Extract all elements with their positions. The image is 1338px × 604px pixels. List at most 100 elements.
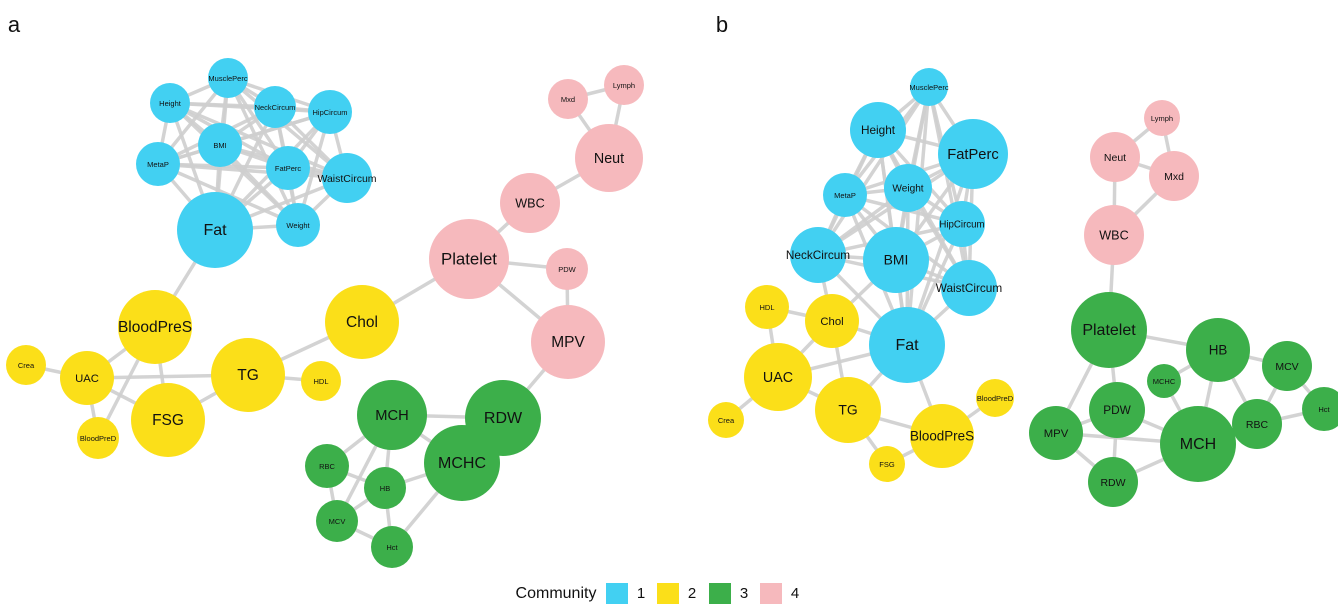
node-label: Height (861, 123, 896, 137)
node-label: Crea (18, 361, 35, 370)
node (364, 467, 406, 509)
node (77, 417, 119, 459)
node (305, 444, 349, 488)
legend-label: 3 (740, 585, 748, 602)
node-label: HDL (759, 303, 774, 312)
legend-label: 4 (791, 585, 799, 602)
node (208, 58, 248, 98)
node-label: UAC (763, 370, 793, 386)
node-label: Height (159, 99, 182, 108)
node (1302, 387, 1338, 431)
node (869, 307, 945, 383)
node (301, 361, 341, 401)
node (941, 260, 997, 316)
node-label: HDL (313, 377, 328, 386)
node (1186, 318, 1250, 382)
node-label: HipCircum (312, 108, 347, 117)
node-label: BloodPreD (977, 394, 1014, 403)
node-label: Crea (718, 416, 735, 425)
node-label: HB (1209, 343, 1228, 358)
node (869, 446, 905, 482)
node (744, 343, 812, 411)
node-label: Neut (594, 151, 624, 167)
node (938, 119, 1008, 189)
node (6, 345, 46, 385)
panel-label: b (716, 12, 728, 37)
node-label: RDW (1100, 477, 1125, 489)
legend-swatch (760, 583, 782, 604)
node (357, 380, 427, 450)
node-label: UAC (75, 373, 99, 385)
node-label: MusclePerc (208, 74, 247, 83)
node (939, 201, 985, 247)
node (118, 290, 192, 364)
node (424, 425, 500, 501)
node (322, 153, 372, 203)
node-label: WBC (515, 196, 544, 210)
node-label: BloodPreD (80, 434, 117, 443)
node-label: Fat (895, 337, 919, 354)
node-label: MCHC (438, 455, 486, 472)
panel-label: a (8, 12, 21, 37)
node-label: BMI (213, 141, 226, 150)
node-label: HipCircum (939, 220, 984, 231)
node-label: FatPerc (947, 147, 998, 163)
node-label: MCH (375, 408, 408, 424)
node-label: BloodPreS (910, 429, 974, 444)
nodes: MusclePerc Height NeckCircum HipCircum BMI Me… (6, 58, 1338, 568)
legend-title: Community (516, 585, 597, 602)
node (136, 142, 180, 186)
node (60, 351, 114, 405)
node (276, 203, 320, 247)
node-label: Lymph (613, 81, 635, 90)
node-label: FSG (879, 460, 895, 469)
node-label: MusclePerc (909, 83, 948, 92)
legend-label: 2 (688, 585, 696, 602)
node (790, 227, 846, 283)
node-label: PDW (558, 265, 576, 274)
node (1149, 151, 1199, 201)
node (500, 173, 560, 233)
node-label: BMI (884, 252, 909, 268)
node (1147, 364, 1181, 398)
node (1088, 457, 1138, 507)
node-label: MPV (551, 334, 585, 351)
node (1089, 382, 1145, 438)
node-label: FatPerc (275, 164, 302, 173)
edge (905, 85, 931, 347)
node-label: Hct (1318, 405, 1330, 414)
node-label: NeckCircum (255, 103, 296, 112)
node-label: Mxd (1164, 171, 1184, 183)
legend: Community 1 2 3 4 (516, 583, 799, 604)
node-label: WaistCircum (936, 281, 1003, 295)
node-label: MCHC (1153, 377, 1176, 386)
node (823, 173, 867, 217)
legend-swatch (657, 583, 679, 604)
node-label: PDW (1103, 403, 1131, 417)
node (1144, 100, 1180, 136)
node (546, 248, 588, 290)
node-label: Chol (346, 314, 378, 331)
node (531, 305, 605, 379)
node-label: MetaP (834, 191, 856, 200)
node-label: TG (237, 367, 259, 384)
node (815, 377, 881, 443)
node-label: MCV (329, 517, 346, 526)
node-label: Hct (386, 543, 398, 552)
node-label: Fat (203, 222, 227, 239)
node (850, 102, 906, 158)
node (575, 124, 643, 192)
node (150, 83, 190, 123)
node (604, 65, 644, 105)
node (863, 227, 929, 293)
legend-label: 1 (637, 585, 645, 602)
legend-swatch (709, 583, 731, 604)
node-label: MetaP (147, 160, 169, 169)
node-label: BloodPreS (118, 319, 192, 336)
node (910, 68, 948, 106)
node-label: Lymph (1151, 114, 1173, 123)
node-label: TG (838, 402, 857, 418)
node-label: MCH (1180, 436, 1216, 453)
node-label: HB (380, 484, 390, 493)
